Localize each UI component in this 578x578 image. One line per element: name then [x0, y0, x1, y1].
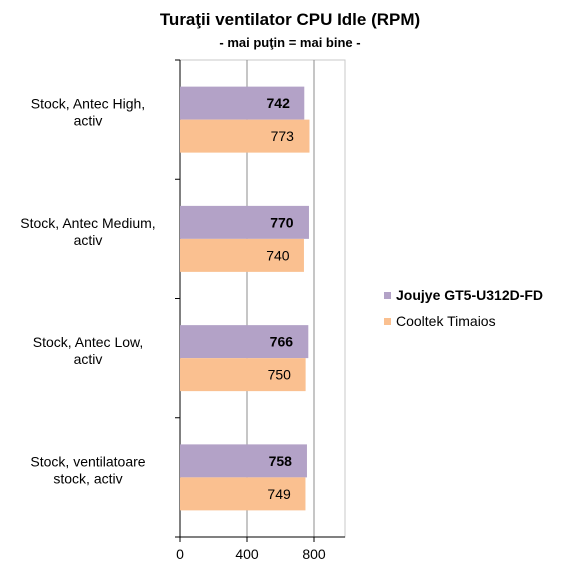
bar [180, 205, 309, 239]
legend-label: Cooltek Timaios [396, 313, 496, 329]
chart-subtitle: - mai puţin = mai bine - [219, 35, 360, 50]
data-label: 740 [266, 247, 290, 263]
category-label: Stock, ventilatoare stock, activ [30, 453, 145, 486]
x-tick-label: 0 [176, 546, 184, 562]
bar [180, 325, 309, 359]
category-label: Stock, Antec Medium, activ [20, 215, 155, 248]
data-label: 749 [267, 486, 291, 502]
data-label: 766 [270, 334, 294, 350]
chart-title: Turaţii ventilator CPU Idle (RPM) [160, 10, 420, 29]
bar [180, 444, 307, 478]
category-label: Stock, Antec Low, activ [33, 334, 144, 367]
bar [180, 238, 304, 272]
plot-area: 0 400 800 Stock, Antec High, activ 742 773 Stoc… [20, 59, 346, 562]
x-tick-label: 800 [302, 546, 326, 562]
data-label: 758 [269, 453, 293, 469]
data-label: 773 [271, 128, 295, 144]
bar [180, 119, 310, 153]
bar [180, 86, 305, 120]
x-tick-label: 400 [235, 546, 259, 562]
legend-swatch [384, 318, 391, 325]
legend-label: Joujye GT5-U312D-FD [396, 287, 543, 303]
data-label: 750 [268, 367, 292, 383]
category-label: Stock, Antec High, activ [31, 96, 145, 129]
legend-swatch [384, 292, 391, 299]
data-label: 770 [270, 214, 294, 230]
bar [180, 358, 306, 392]
bar [180, 477, 306, 511]
legend: Joujye GT5-U312D-FD Cooltek Timaios [384, 287, 543, 329]
data-label: 742 [267, 95, 291, 111]
